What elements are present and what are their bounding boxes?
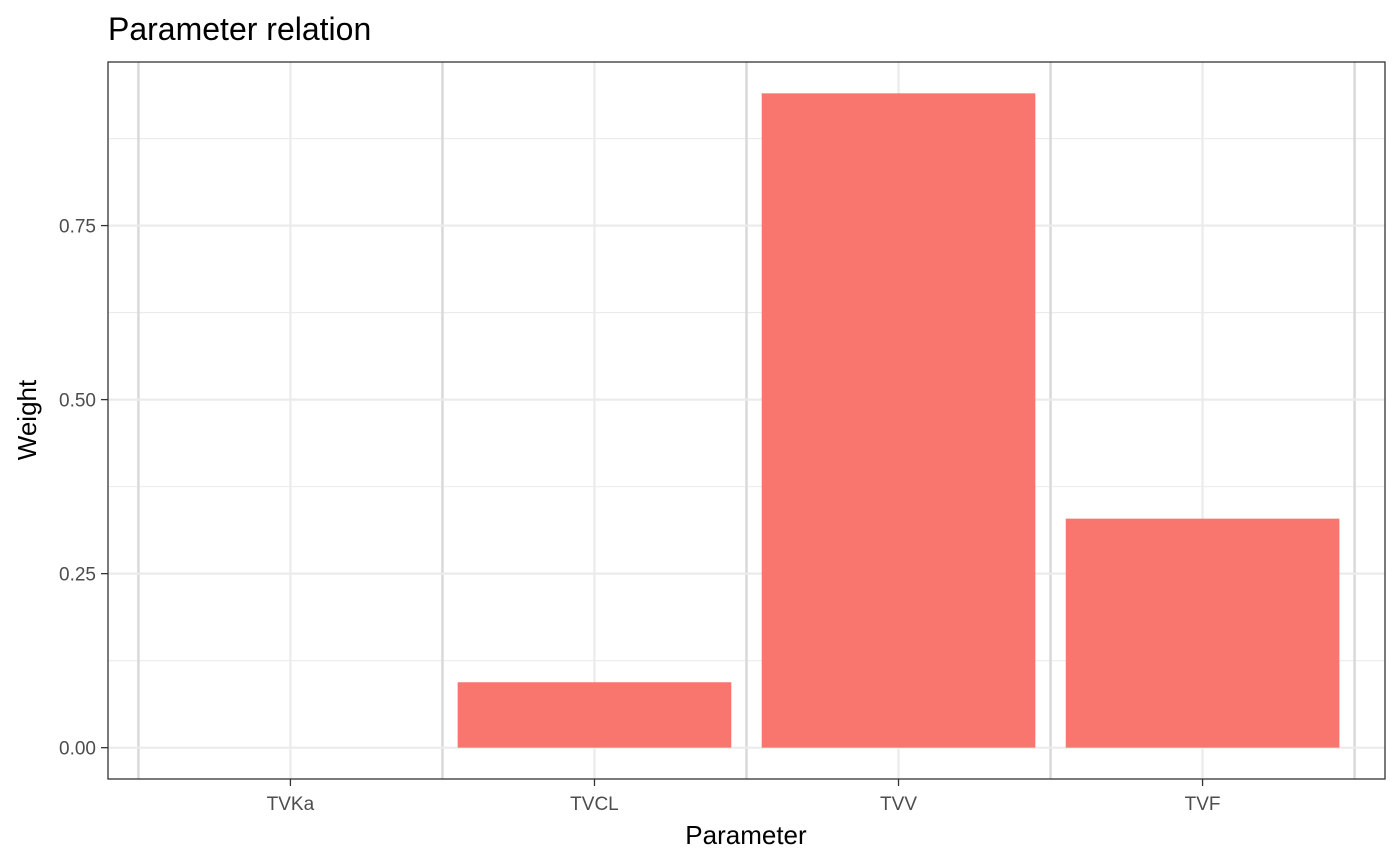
- plot-border: [107, 61, 1386, 780]
- y-axis: 0.00 0.25 0.50 0.75: [59, 217, 108, 760]
- x-tick-label: TVF: [1185, 794, 1221, 815]
- chart-title: Parameter relation: [108, 11, 371, 47]
- x-axis-title: Parameter: [685, 820, 807, 850]
- y-tick-label: 0.00: [59, 739, 96, 760]
- x-axis: TVKa TVCL TVV TVF: [267, 779, 1221, 815]
- x-tick-label: TVKa: [267, 794, 315, 815]
- bar-tvcl: [457, 682, 732, 748]
- x-tick-label: TVV: [880, 794, 917, 815]
- y-tick-label: 0.75: [59, 217, 96, 238]
- y-tick-label: 0.50: [59, 391, 96, 412]
- bars: [457, 93, 1340, 748]
- y-tick-label: 0.25: [59, 565, 96, 586]
- bar-tvf: [1065, 518, 1340, 748]
- x-tick-label: TVCL: [570, 794, 619, 815]
- bar-tvv: [761, 93, 1036, 748]
- y-axis-title: Weight: [12, 379, 42, 460]
